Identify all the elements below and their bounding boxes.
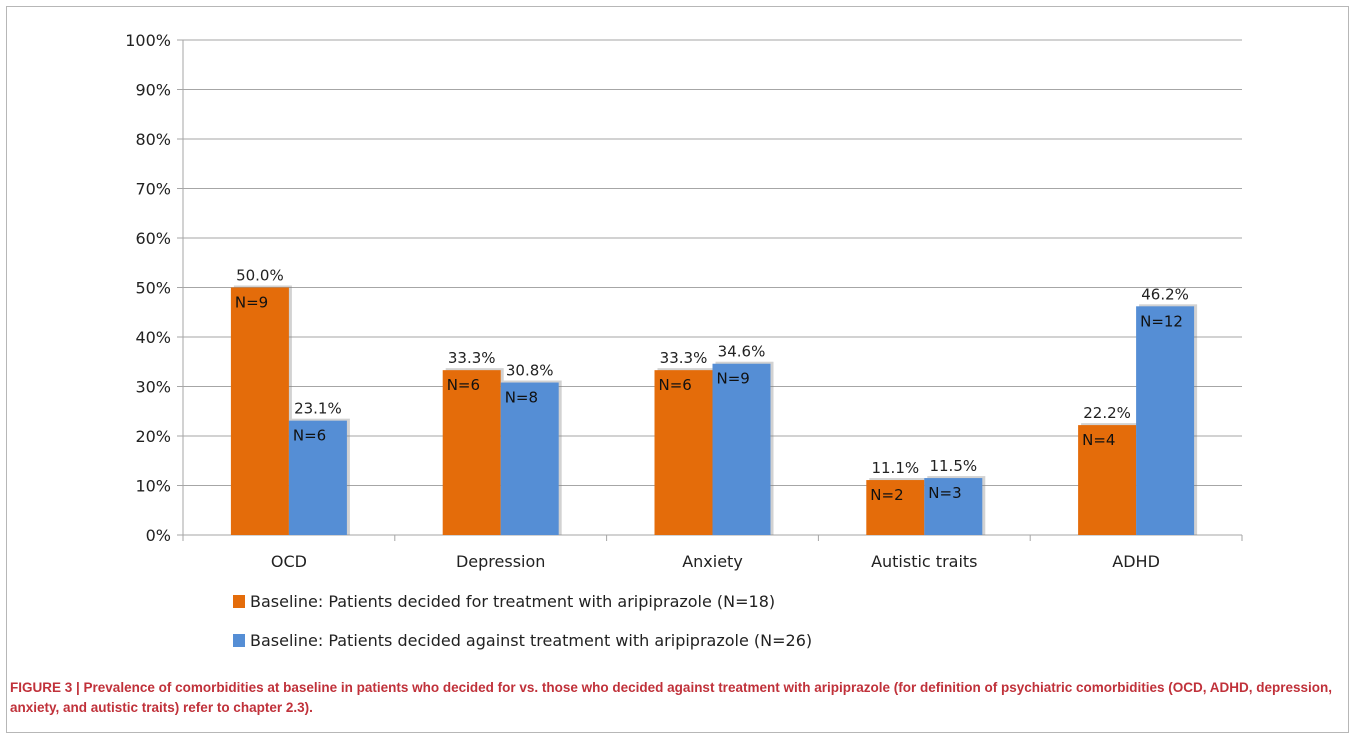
bar-value-label: 33.3% [448,349,496,367]
bars: 50.0% N=9 23.1% N=6 33.3% N=6 30.8% N=8 33.3% N=6… [230,267,1198,535]
bar-value-label: 30.8% [506,362,554,380]
x-category-label: Depression [456,552,545,571]
bar-for [230,287,289,535]
y-tick-label: 10% [135,477,171,496]
bar-n-label: N=6 [447,376,480,394]
bar-n-label: N=9 [235,294,268,312]
legend-label: Baseline: Patients decided against treat… [250,631,812,650]
bar-value-label: 33.3% [660,349,708,367]
bar-value-label: 34.6% [718,343,766,361]
bar-value-label: 22.2% [1083,404,1131,422]
bar-value-label: 50.0% [236,267,284,285]
legend-label: Baseline: Patients decided for treatment… [250,592,775,611]
y-tick-label: 80% [135,130,171,149]
bar-against [500,382,559,535]
bar-value-label: 23.1% [294,400,342,418]
y-tick-label: 70% [135,180,171,199]
y-tick-label: 40% [135,328,171,347]
legend: Baseline: Patients decided for treatment… [233,592,812,650]
bar-for [442,370,501,535]
bar-n-label: N=2 [870,486,903,504]
bar-n-label: N=3 [928,484,961,502]
bar-against [712,363,771,535]
bar-against [924,478,983,535]
bar-for [1078,425,1137,535]
bar-value-label: 11.1% [871,459,919,477]
bar-value-label: 11.5% [929,457,977,475]
y-tick-label: 20% [135,427,171,446]
figure-frame [6,6,1349,733]
x-category-label: OCD [271,552,307,571]
y-tick-label: 90% [135,81,171,100]
y-tick-label: 30% [135,378,171,397]
bar-n-label: N=8 [505,389,538,407]
y-tick-label: 50% [135,279,171,298]
figure-caption: FIGURE 3 | Prevalence of comorbidities a… [10,680,1333,715]
bar-for [866,480,925,535]
grid-lines [177,39,1243,541]
x-axis-categories: OCD Depression Anxiety Autistic traits ADHD [271,552,1160,571]
bar-n-label: N=9 [717,370,750,388]
bar-for [654,370,713,535]
x-category-label: Autistic traits [871,552,977,571]
x-category-label: Anxiety [682,552,743,571]
bar-n-label: N=6 [293,427,326,445]
x-category-label: ADHD [1112,552,1160,571]
bar-against [1136,306,1195,535]
bar-n-label: N=12 [1140,312,1183,330]
y-axis-ticks: 0% 10% 20% 30% 40% 50% 60% 70% 80% 90% 100% [125,31,171,545]
legend-swatch [233,595,245,608]
y-tick-label: 0% [146,526,171,545]
bar-value-label: 46.2% [1141,285,1189,303]
y-tick-label: 60% [135,229,171,248]
legend-swatch [233,634,245,647]
bar-n-label: N=4 [1082,431,1115,449]
bar-n-label: N=6 [659,376,692,394]
y-tick-label: 100% [125,31,171,50]
bar-against [288,420,347,535]
bar-chart: 0% 10% 20% 30% 40% 50% 60% 70% 80% 90% 100% 50.0% N… [125,31,1243,650]
